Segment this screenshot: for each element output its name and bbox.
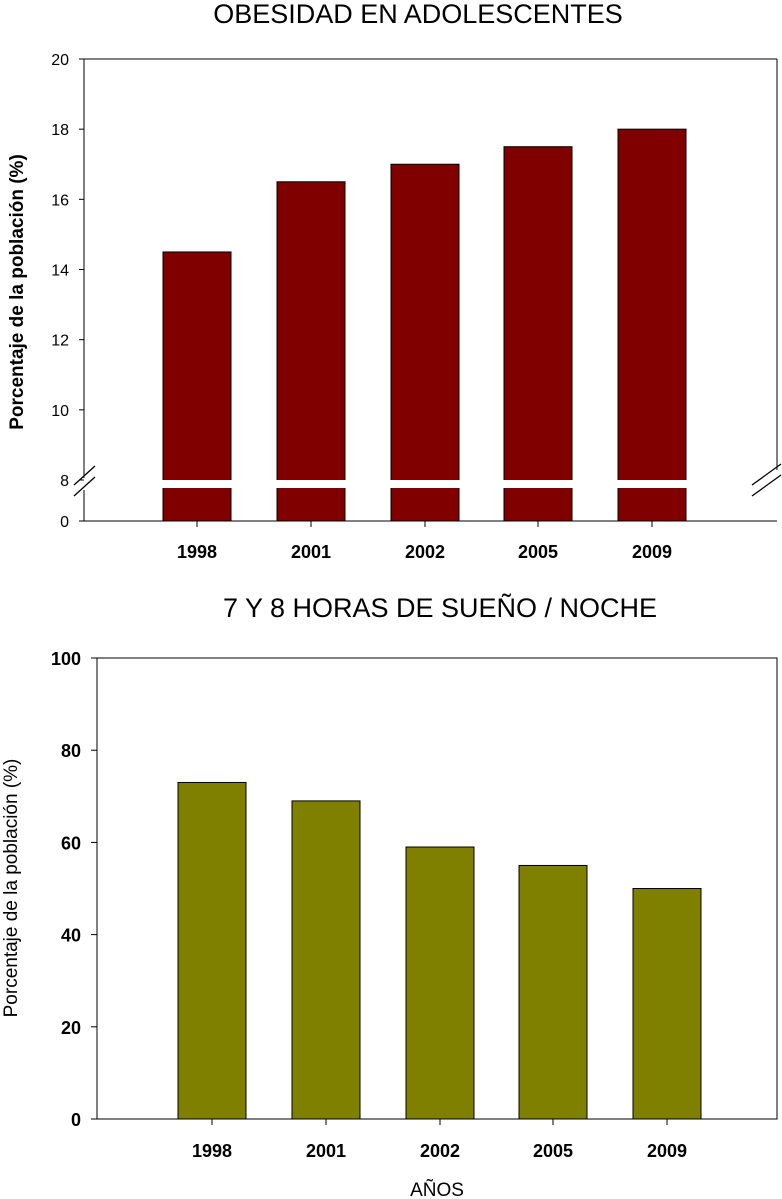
chart-sleep-ytick-label: 80 — [61, 741, 81, 761]
chart-obesity-break-band — [84, 480, 777, 488]
chart-sleep: 7 Y 8 HORAS DE SUEÑO / NOCHE Porcentaje … — [1, 592, 778, 1199]
chart-sleep-y-ticks: 0 20 40 60 80 100 — [51, 649, 97, 1130]
chart-sleep-xtick-label: 1998 — [192, 1141, 232, 1161]
chart-sleep-bar-1998 — [177, 781, 247, 1120]
chart-obesity-bar-2009 — [617, 128, 687, 522]
chart-sleep-xtick-label: 2001 — [306, 1141, 346, 1161]
chart-obesity-bar-1998 — [162, 251, 232, 522]
chart-obesity-bar-2005 — [503, 146, 573, 522]
chart-sleep-xlabel: AÑOS — [410, 1179, 464, 1199]
chart-obesity-y-ticks: 8 10 12 14 16 18 20 0 — [51, 52, 84, 531]
chart-obesity-ytick-label: 10 — [51, 403, 69, 420]
chart-sleep-bar-2001 — [291, 800, 361, 1120]
chart-obesity-ytick-label: 18 — [51, 122, 69, 139]
chart-sleep-title: 7 Y 8 HORAS DE SUEÑO / NOCHE — [223, 592, 657, 623]
chart-sleep-ytick-label: 60 — [61, 833, 81, 853]
chart-obesity-xtick-label: 2002 — [405, 542, 445, 562]
chart-obesity: OBESIDAD EN ADOLESCENTES Porcentaje de l… — [7, 0, 782, 562]
chart-obesity-bar-2002 — [390, 163, 460, 522]
chart-obesity-bar-2001 — [276, 181, 346, 522]
chart-sleep-ytick-label: 40 — [61, 926, 81, 946]
chart-obesity-ytick-label: 8 — [60, 473, 69, 490]
chart-sleep-xtick-label: 2005 — [533, 1141, 573, 1161]
chart-obesity-break-mark-right — [751, 463, 782, 497]
chart-sleep-ytick-label: 100 — [51, 649, 81, 669]
chart-obesity-title: OBESIDAD EN ADOLESCENTES — [213, 0, 623, 29]
chart-obesity-ytick-label: 16 — [51, 192, 69, 209]
chart-obesity-ytick-label: 20 — [51, 52, 69, 69]
chart-obesity-ytick-label: 0 — [60, 514, 69, 531]
chart-sleep-x-ticks: 1998 2001 2002 2005 2009 — [192, 1119, 687, 1161]
chart-sleep-bar-2009 — [632, 888, 702, 1120]
chart-obesity-ytick-label: 14 — [51, 263, 69, 280]
chart-obesity-xtick-label: 2001 — [291, 542, 331, 562]
chart-sleep-bar-2005 — [518, 864, 588, 1120]
chart-obesity-break-mark-left — [73, 465, 96, 497]
chart-sleep-ylabel: Porcentaje de la población (%) — [1, 759, 22, 1018]
chart-obesity-bars — [162, 128, 687, 522]
chart-obesity-x-ticks: 1998 2001 2002 2005 2009 — [177, 521, 672, 562]
chart-obesity-xtick-label: 1998 — [177, 542, 217, 562]
chart-obesity-xtick-label: 2005 — [518, 542, 558, 562]
chart-sleep-bars — [177, 781, 702, 1120]
chart-obesity-xtick-label: 2009 — [632, 542, 672, 562]
chart-sleep-xtick-label: 2002 — [420, 1141, 460, 1161]
chart-sleep-xtick-label: 2009 — [647, 1141, 687, 1161]
chart-sleep-bar-2002 — [405, 846, 475, 1120]
chart-sleep-ytick-label: 0 — [71, 1110, 81, 1130]
chart-obesity-ytick-label: 12 — [51, 333, 69, 350]
chart-obesity-ylabel: Porcentaje de la población (%) — [7, 154, 28, 430]
chart-sleep-ytick-label: 20 — [61, 1018, 81, 1038]
